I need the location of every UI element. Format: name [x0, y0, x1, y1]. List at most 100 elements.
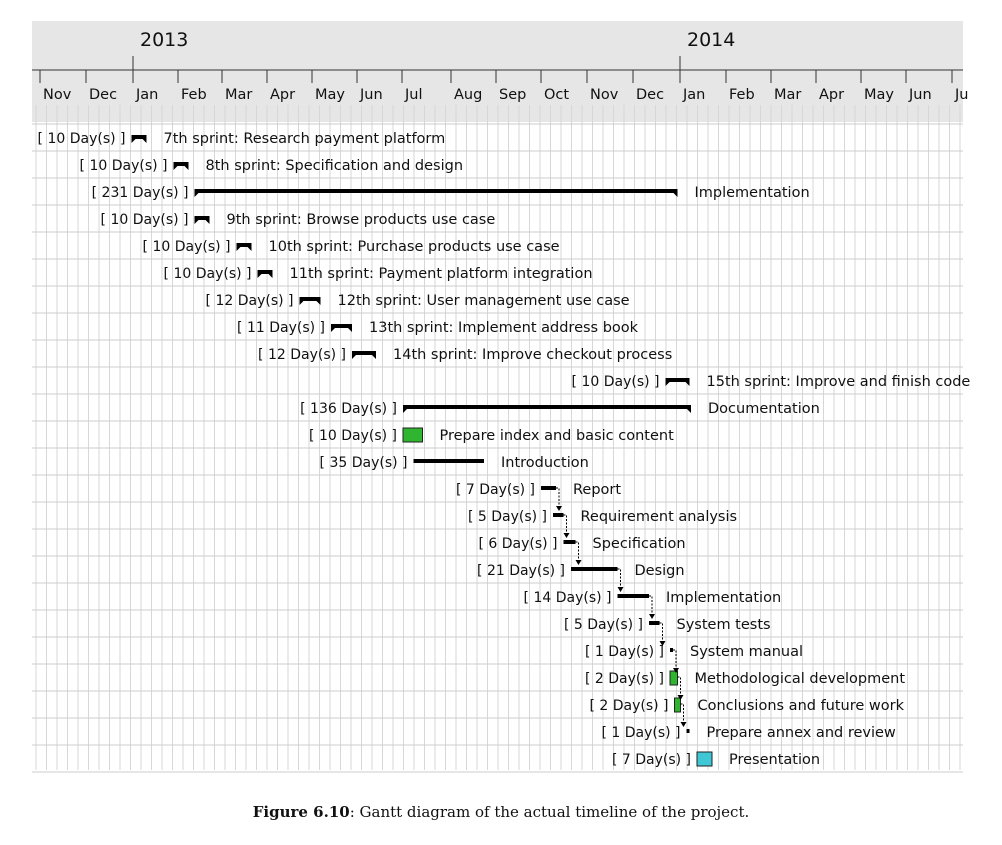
- month-label: Apr: [270, 87, 295, 103]
- summary-bar: [299, 297, 321, 301]
- task-duration-label: [ 10 Day(s) ]: [572, 374, 660, 390]
- task-duration-label: [ 2 Day(s) ]: [585, 671, 664, 687]
- summary-bar: [194, 216, 210, 220]
- summary-bar: [665, 378, 690, 382]
- task-name-label: Implementation: [666, 590, 781, 606]
- summary-bar: [331, 324, 352, 328]
- month-label: Mar: [225, 87, 252, 103]
- task-duration-label: [ 136 Day(s) ]: [300, 401, 397, 417]
- task-box: [402, 427, 423, 443]
- month-label: Feb: [181, 87, 207, 103]
- dependency-line: [575, 541, 579, 560]
- month-label: Nov: [43, 87, 72, 103]
- task-duration-label: [ 10 Day(s) ]: [309, 428, 397, 444]
- task-name-label: Presentation: [729, 752, 820, 768]
- dependency-arrow: [677, 695, 684, 700]
- task-name-label: Introduction: [501, 455, 589, 471]
- dependency-line: [673, 649, 677, 668]
- summary-bar-right-cap: [687, 409, 691, 413]
- caption-label: Figure 6.10: [252, 803, 350, 821]
- task-name-label: Prepare annex and review: [707, 725, 896, 741]
- dependency-arrow: [617, 587, 624, 592]
- task-duration-label: [ 231 Day(s) ]: [92, 185, 189, 201]
- summary-bar-left-cap: [331, 328, 335, 332]
- summary-bar-right-cap: [142, 139, 147, 143]
- task-duration-label: [ 10 Day(s) ]: [164, 266, 252, 282]
- task-duration-label: [ 10 Day(s) ]: [80, 158, 168, 174]
- summary-bar-left-cap: [236, 247, 241, 251]
- task-bar: [553, 513, 564, 517]
- task-name-label: 11th sprint: Payment platform integratio…: [290, 266, 593, 282]
- task-bar: [541, 486, 556, 490]
- month-label: Aug: [454, 87, 482, 103]
- dependency-arrow: [575, 560, 582, 565]
- month-label: Jun: [908, 87, 932, 103]
- task-name-label: 8th sprint: Specification and design: [206, 158, 464, 174]
- task-name-label: Design: [635, 563, 685, 579]
- task-box: [674, 697, 681, 713]
- month-label: Mar: [774, 87, 801, 103]
- summary-bar: [194, 189, 678, 193]
- task-name-label: 10th sprint: Purchase products use case: [269, 239, 560, 255]
- dependency-line: [617, 568, 621, 587]
- task-name-label: Conclusions and future work: [698, 698, 905, 714]
- figure-caption: Figure 6.10: Gantt diagram of the actual…: [0, 803, 1002, 821]
- month-label: Nov: [590, 87, 619, 103]
- dependency-arrow: [563, 533, 570, 538]
- task-bar: [686, 729, 690, 733]
- task-duration-label: [ 10 Day(s) ]: [38, 131, 126, 147]
- summary-bar-left-cap: [194, 193, 199, 197]
- task-name-label: 12th sprint: User management use case: [338, 293, 630, 309]
- task-name-label: Documentation: [708, 401, 820, 417]
- summary-bar-left-cap: [299, 301, 304, 305]
- summary-bar-left-cap: [403, 409, 407, 413]
- dependency-line: [659, 622, 663, 641]
- task-bar: [563, 540, 576, 544]
- task-duration-label: [ 14 Day(s) ]: [524, 590, 612, 606]
- task-bar: [649, 621, 660, 625]
- dependency-line: [563, 514, 567, 533]
- month-label: Dec: [636, 87, 664, 103]
- task-duration-label: [ 7 Day(s) ]: [456, 482, 535, 498]
- dependency-arrow: [673, 668, 679, 673]
- task-bar: [571, 567, 618, 571]
- dependency-arrow: [680, 722, 687, 727]
- summary-bar-right-cap: [205, 220, 210, 224]
- summary-bar: [236, 243, 252, 247]
- task-duration-label: [ 2 Day(s) ]: [589, 698, 668, 714]
- month-label: Jun: [359, 87, 383, 103]
- month-label: Jan: [135, 87, 158, 103]
- task-name-label: 9th sprint: Browse products use case: [227, 212, 496, 228]
- summary-bar: [403, 405, 691, 409]
- task-duration-label: [ 5 Day(s) ]: [564, 617, 643, 633]
- gantt-chart: 2013 2014 Nov Dec Jan Feb Mar Apr May Jun Jul Aug Se…: [32, 21, 971, 773]
- task-duration-label: [ 6 Day(s) ]: [478, 536, 557, 552]
- summary-bar: [257, 270, 273, 274]
- task-duration-label: [ 1 Day(s) ]: [585, 644, 664, 660]
- task-name-label: 15th sprint: Improve and finish code: [707, 374, 971, 390]
- task-duration-label: [ 7 Day(s) ]: [612, 752, 691, 768]
- task-name-label: Prepare index and basic content: [440, 428, 675, 444]
- task-box: [696, 751, 713, 767]
- summary-bar: [352, 351, 376, 355]
- task-duration-label: [ 21 Day(s) ]: [477, 563, 565, 579]
- caption-text: : Gantt diagram of the actual timeline o…: [349, 803, 750, 821]
- task-duration-label: [ 12 Day(s) ]: [258, 347, 346, 363]
- dependency-arrow: [659, 641, 666, 646]
- month-label: May: [864, 87, 894, 103]
- task-name-label: System manual: [690, 644, 803, 660]
- summary-bar-right-cap: [348, 328, 352, 332]
- task-name-label: 7th sprint: Research payment platform: [164, 131, 446, 147]
- month-label: Jan: [682, 87, 705, 103]
- task-name-label: System tests: [677, 617, 771, 633]
- month-label: May: [315, 87, 345, 103]
- summary-bar-left-cap: [173, 166, 178, 170]
- month-label: Oct: [544, 87, 569, 103]
- summary-bar-right-cap: [316, 301, 321, 305]
- dependency-line: [556, 487, 560, 506]
- month-label: Jul: [404, 87, 423, 103]
- summary-bar-right-cap: [372, 355, 376, 359]
- task-box: [669, 670, 678, 686]
- summary-bar-right-cap: [268, 274, 273, 278]
- task-duration-label: [ 10 Day(s) ]: [143, 239, 231, 255]
